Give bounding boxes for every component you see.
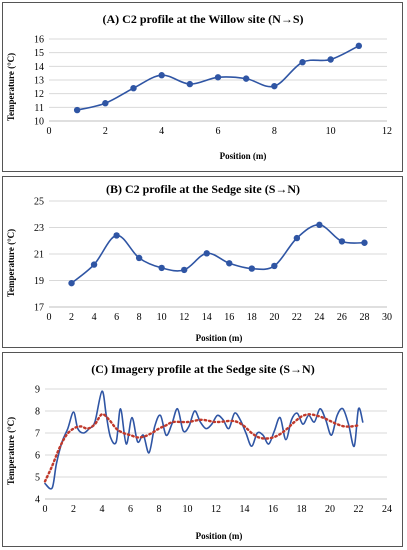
chart-b-xtick-label: 26 [337,312,347,323]
chart-panel-c: (C) Imagery profile at the Sedge site (S… [2,352,403,547]
chart-c-ytick-label: 9 [35,385,40,396]
chart-c-xtick-label: 22 [354,504,364,515]
chart-b-xtick-label: 4 [92,312,97,323]
chart-a-xtick-label: 12 [382,126,392,137]
chart-c-xtick-label: 18 [297,504,307,515]
chart-b-title: (B) C2 profile at the Sedge site (S→N) [106,182,300,196]
chart-b-xtick-label: 30 [382,312,392,323]
chart-b-ytick-label: 23 [34,223,44,234]
chart-b-xtick-label: 8 [137,312,142,323]
chart-b-data-point [226,260,233,267]
chart-c-xlabel: Position (m) [196,531,243,541]
chart-b-data-point [68,279,75,287]
chart-a-xtick-label: 2 [103,126,108,137]
chart-a-svg: (A) C2 profile at the Willow site (N→S) … [6,12,392,161]
chart-b-data-point [203,250,210,257]
chart-c-xtick-label: 8 [157,504,162,515]
chart-a-xtick-label: 4 [159,126,164,137]
chart-a-xtick-label: 10 [326,126,336,137]
chart-c-xtick-label: 24 [382,504,392,515]
chart-b-xtick-label: 2 [69,312,74,323]
chart-b-xtick-label: 0 [47,312,52,323]
chart-a-xtick-label: 6 [216,126,221,137]
chart-c-xtick-label: 16 [268,504,278,515]
chart-c-ytick-label: 6 [35,451,40,462]
chart-a-xlabel: Position (m) [220,151,267,161]
chart-c-ytick-label: 8 [35,407,40,418]
chart-b-data-point [181,266,188,274]
chart-b-ytick-label: 25 [34,197,44,208]
chart-a-data-point [158,72,165,79]
chart-a-ytick-label: 12 [34,89,44,100]
chart-b-xlabel: Position (m) [196,333,243,343]
chart-c-title: (C) Imagery profile at the Sedge site (S… [91,362,314,376]
chart-b-data-point [271,262,278,270]
chart-b-data-point [113,232,120,239]
chart-b-xtick-label: 20 [269,312,279,323]
chart-a-title: (A) C2 profile at the Willow site (N→S) [103,12,304,26]
chart-b-data-point [293,234,301,242]
chart-b-ylabel: Temperature (°C) [6,229,16,297]
chart-panel-b: (B) C2 profile at the Sedge site (S→N) 1… [2,176,403,348]
chart-c-series-line-solid [44,390,364,490]
chart-a-data-point [102,100,109,107]
chart-c-xtick-label: 20 [325,504,335,515]
chart-a-ytick-label: 13 [34,76,44,87]
chart-b-data-point [90,261,98,268]
chart-b-xtick-label: 16 [224,312,234,323]
chart-b-xtick-label: 10 [157,312,167,323]
chart-panel-a: (A) C2 profile at the Willow site (N→S) … [2,2,403,172]
chart-a-ytick-label: 15 [34,48,44,59]
chart-b-ytick-label: 17 [34,303,44,314]
chart-a-data-point [242,75,250,82]
chart-a-data-point [186,80,194,88]
chart-a-xtick-label: 0 [47,126,52,137]
chart-b-data-point [361,239,368,246]
chart-a-data-point [327,56,334,63]
chart-c-ytick-label: 4 [35,495,40,506]
chart-b-xtick-label: 14 [202,312,212,323]
chart-a-xtick-label: 8 [272,126,277,137]
chart-c-xtick-label: 4 [100,504,105,515]
chart-c-xtick-label: 2 [71,504,76,515]
chart-a-data-point [73,106,81,114]
chart-a-ytick-label: 10 [34,117,44,128]
chart-b-ytick-label: 19 [34,276,44,287]
chart-a-data-point [299,59,306,66]
chart-c-xtick-label: 12 [211,504,221,515]
chart-a-ytick-label: 11 [34,103,44,114]
chart-b-xtick-label: 22 [292,312,302,323]
chart-a-ylabel: Temperature (°C) [6,53,16,121]
chart-b-xtick-label: 6 [114,312,119,323]
chart-b-data-point [158,264,165,272]
chart-a-data-point [130,85,137,92]
chart-b-svg: (B) C2 profile at the Sedge site (S→N) 1… [6,182,392,343]
chart-c-xtick-label: 10 [183,504,193,515]
chart-c-ytick-label: 5 [35,473,40,484]
chart-b-xtick-label: 12 [179,312,189,323]
chart-b-data-point [248,265,255,272]
chart-a-data-point [214,74,222,81]
chart-c-xtick-label: 0 [43,504,48,515]
chart-c-xtick-label: 14 [240,504,250,515]
chart-b-xtick-label: 18 [247,312,257,323]
chart-c-series-line-dotted [43,413,360,483]
chart-b-data-point [135,254,143,262]
chart-b-data-point [316,221,323,229]
chart-c-svg: (C) Imagery profile at the Sedge site (S… [6,362,392,541]
chart-b-xtick-label: 28 [359,312,369,323]
chart-a-data-point [355,42,363,50]
chart-c-ylabel: Temperature (°C) [6,417,16,485]
chart-a-data-point [271,82,278,90]
chart-b-ytick-label: 21 [34,250,44,261]
chart-b-xtick-label: 24 [314,312,324,323]
chart-a-ytick-label: 14 [34,62,44,73]
chart-a-ytick-label: 16 [34,35,44,46]
chart-c-xtick-label: 6 [128,504,133,515]
chart-c-ytick-label: 7 [35,429,40,440]
chart-b-data-point [338,238,346,245]
